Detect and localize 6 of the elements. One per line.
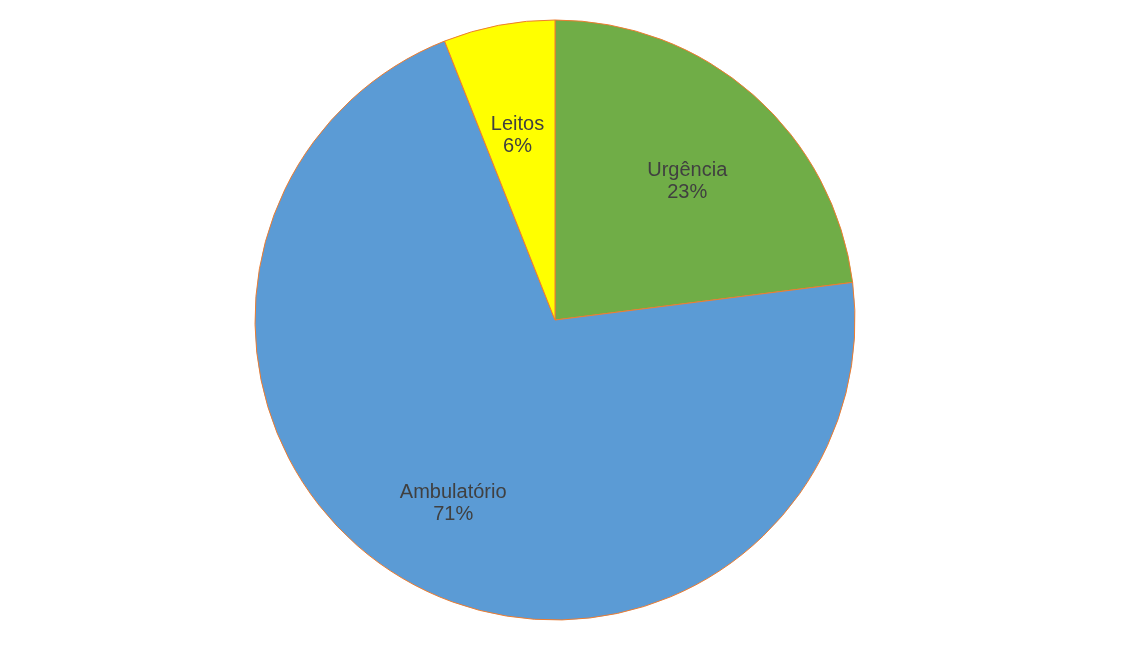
data-label: 6% <box>503 133 533 156</box>
data-label: 23% <box>667 179 708 202</box>
data-label: 71% <box>433 502 474 525</box>
slice-label: Leitos <box>490 111 545 134</box>
slice-label: Ambulatório <box>399 480 507 503</box>
slice-label: Urgência <box>647 157 729 180</box>
